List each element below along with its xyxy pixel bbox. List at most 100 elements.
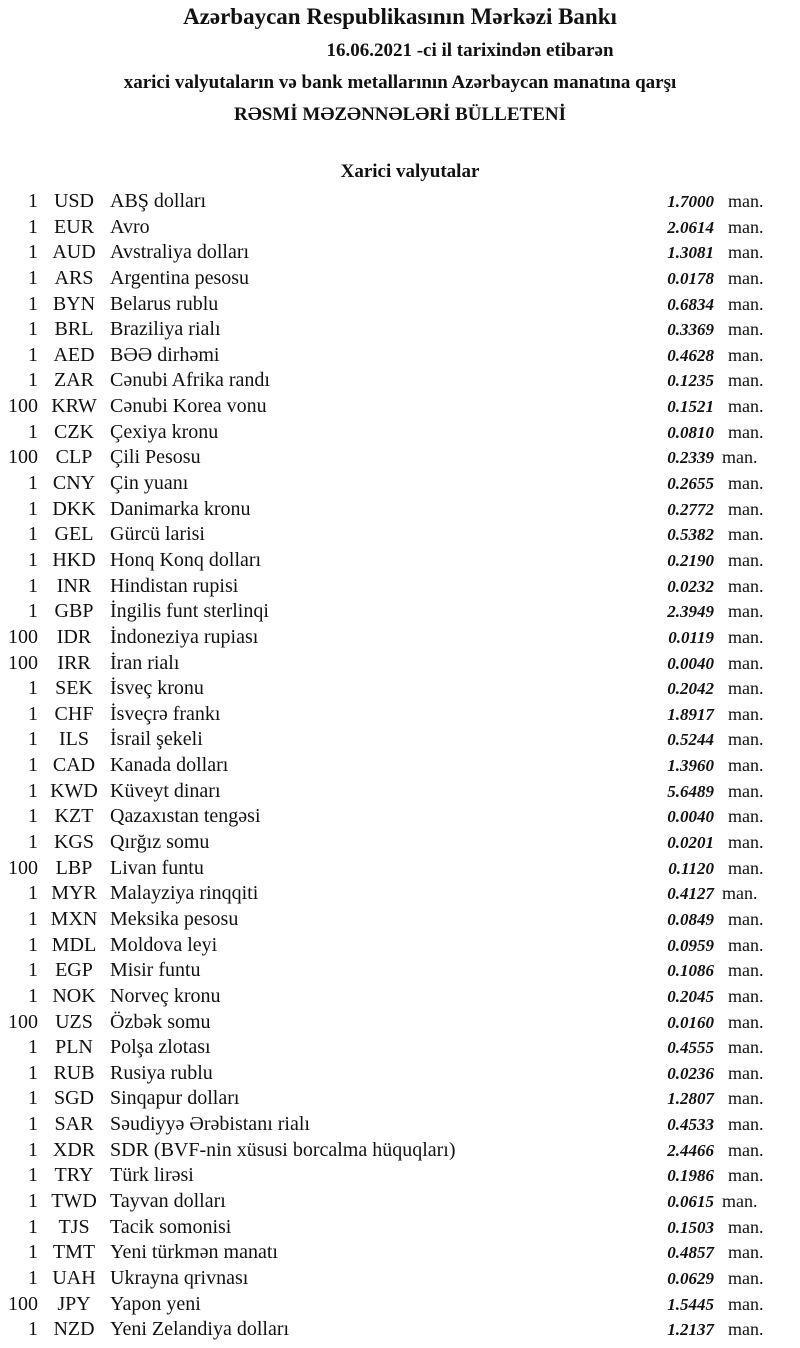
section-title: Xarici valyutalar (340, 161, 480, 182)
rate-value: 0.1086 (667, 961, 714, 981)
amount-cell: 1 (28, 702, 38, 725)
currency-name: Yapon yeni (110, 1292, 201, 1315)
currency-name: Hindistan rupisi (110, 574, 239, 597)
currency-code: TJS (58, 1215, 90, 1238)
currency-code: BRL (54, 318, 94, 341)
rate-row: 1 ZAR Cənubi Afrika randı 0.1235 man. (0, 368, 800, 394)
currency-name: Norveç kronu (110, 984, 221, 1007)
rate-value: 0.5382 (667, 525, 714, 545)
unit-label: man. (728, 319, 764, 340)
rate-value: 0.0849 (667, 909, 714, 929)
currency-name: İndoneziya rupiası (110, 625, 259, 648)
rate-value: 0.4857 (667, 1243, 714, 1263)
rate-value: 1.8917 (667, 704, 714, 724)
currency-code: CNY (52, 472, 96, 495)
currency-name: Honq Konq dolları (110, 548, 262, 571)
amount-cell: 1 (28, 907, 38, 930)
amount-cell: 1 (28, 600, 38, 623)
rate-row: 1 CZK Çexiya kronu 0.0810 man. (0, 420, 800, 446)
currency-code: EGP (55, 959, 93, 982)
unit-label: man. (728, 344, 764, 365)
rate-value: 0.0201 (667, 833, 714, 853)
amount-cell: 1 (28, 1266, 38, 1289)
amount-cell: 100 (8, 651, 38, 674)
rate-value: 0.4628 (667, 345, 714, 365)
amount-cell: 1 (28, 831, 38, 854)
currency-name: Meksika pesosu (110, 907, 239, 930)
rates-table: 1 USD ABŞ dolları 1.7000 man. 1 EUR Avro 2.0614 m… (0, 189, 800, 1343)
rate-row: 1 XDR SDR (BVF-nin xüsusi borcalma hüquqla… (0, 1138, 800, 1164)
currency-code: IRR (57, 651, 91, 674)
rate-value: 0.1986 (667, 1166, 714, 1186)
currency-code: CZK (54, 420, 94, 443)
rate-row: 1 HKD Honq Konq dolları 0.2190 man. (0, 548, 800, 574)
rate-value: 0.0040 (667, 807, 714, 827)
rate-row: 1 ILS İsrail şekeli 0.5244 man. (0, 727, 800, 753)
rate-row: 1 BYN Belarus rublu 0.6834 man. (0, 292, 800, 318)
amount-cell: 1 (28, 523, 38, 546)
currency-code: AED (53, 343, 95, 366)
amount-cell: 1 (28, 1215, 38, 1238)
amount-cell: 1 (28, 1087, 38, 1110)
rate-value: 0.0236 (667, 1063, 714, 1083)
currency-name: Özbək somu (110, 1010, 211, 1033)
currency-code: KWD (50, 779, 98, 802)
rate-row: 1 TJS Tacik somonisi 0.1503 man. (0, 1215, 800, 1241)
rate-row: 1 MXN Meksika pesosu 0.0849 man. (0, 907, 800, 933)
amount-cell: 1 (28, 1036, 38, 1059)
rate-row: 100 IDR İndoneziya rupiası 0.0119 man. (0, 625, 800, 651)
unit-label: man. (728, 1293, 764, 1314)
rate-value: 0.3369 (667, 320, 714, 340)
rate-value: 1.7000 (667, 192, 714, 211)
currency-code: EUR (54, 215, 94, 238)
unit-label: man. (728, 1114, 764, 1135)
subtitle: xarici valyutaların və bank metallarının… (123, 72, 677, 93)
amount-cell: 1 (28, 548, 38, 571)
amount-cell: 1 (28, 779, 38, 802)
currency-code: MXN (50, 907, 98, 930)
currency-code: GEL (54, 523, 94, 546)
currency-name: Çin yuanı (110, 472, 189, 495)
amount-cell: 1 (28, 754, 38, 777)
rate-value: 1.2807 (667, 1089, 714, 1109)
currency-name: Braziliya rialı (110, 318, 221, 341)
currency-code: MYR (51, 882, 97, 905)
currency-code: UAH (52, 1266, 96, 1289)
amount-cell: 1 (28, 420, 38, 443)
rate-value: 2.0614 (667, 217, 714, 237)
unit-label: man. (728, 601, 764, 622)
currency-name: Gürcü larisi (110, 523, 205, 546)
rate-value: 0.1503 (667, 1217, 714, 1237)
currency-name: ABŞ dolları (110, 190, 207, 212)
amount-cell: 1 (28, 1138, 38, 1161)
currency-code: SAR (54, 1113, 94, 1136)
unit-label: man. (728, 678, 764, 699)
unit-label: man. (728, 985, 764, 1006)
amount-cell: 1 (28, 677, 38, 700)
rate-value: 0.1521 (667, 397, 714, 417)
rate-value: 0.0178 (667, 268, 714, 288)
rate-row: 1 UAH Ukrayna qrivnası 0.0629 man. (0, 1266, 800, 1292)
unit-label: man. (728, 421, 764, 442)
rate-row: 1 AUD Avstraliya dolları 1.3081 man. (0, 240, 800, 266)
unit-label: man. (728, 1139, 764, 1160)
rate-value: 0.2045 (667, 986, 714, 1006)
unit-label: man. (728, 191, 764, 211)
currency-code: RUB (53, 1061, 95, 1084)
currency-name: Argentina pesosu (110, 266, 250, 289)
rate-row: 1 GEL Gürcü larisi 0.5382 man. (0, 522, 800, 548)
amount-cell: 1 (28, 933, 38, 956)
rate-value: 0.0040 (667, 653, 714, 673)
rate-value: 0.0629 (667, 1268, 714, 1288)
unit-label: man. (728, 396, 764, 417)
currency-name: Yeni türkmən manatı (110, 1241, 278, 1264)
unit-label: man. (728, 806, 764, 827)
rate-row: 1 TMT Yeni türkmən manatı 0.4857 man. (0, 1240, 800, 1266)
bulletin-title: RƏSMİ MƏZƏNNƏLƏRİ BÜLLETENİ (233, 104, 566, 125)
currency-code: USD (53, 190, 94, 212)
currency-code: GBP (54, 600, 94, 623)
currency-code: LBP (55, 856, 93, 879)
rate-value: 0.4533 (667, 1115, 714, 1135)
currency-name: Cənubi Korea vonu (110, 395, 267, 418)
currency-code: ILS (59, 728, 89, 751)
